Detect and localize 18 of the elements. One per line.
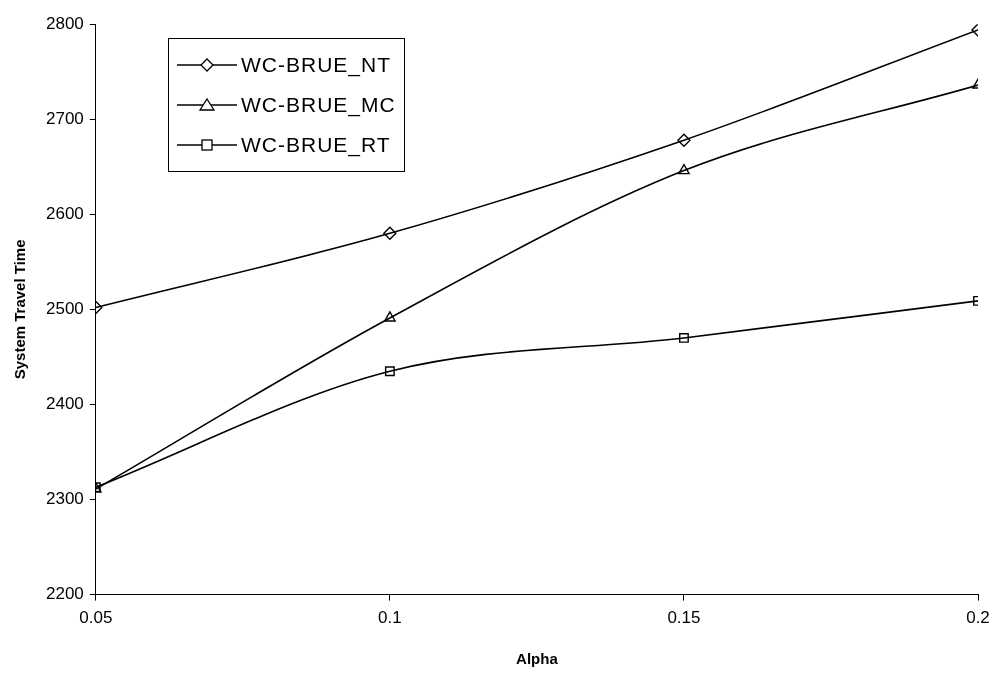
legend-label: WC-BRUE_RT — [241, 133, 391, 157]
legend-label: WC-BRUE_MC — [241, 93, 396, 117]
y-tick-label: 2600 — [45, 204, 84, 224]
y-tick-label: 2800 — [45, 13, 84, 33]
y-axis-title: System Travel Time — [11, 239, 29, 380]
point — [384, 366, 395, 377]
x-tick-label: 0.15 — [667, 608, 701, 628]
point — [679, 332, 689, 343]
y-tick-label: 2700 — [45, 108, 84, 128]
legend-label: WC-BRUE_NT — [241, 53, 391, 77]
y-tick-label: 2500 — [45, 299, 84, 319]
y-tick-label: 2200 — [45, 584, 84, 604]
y-tick-label: 2400 — [45, 394, 84, 414]
x-tick-label: 0.1 — [378, 608, 402, 628]
x-tick-label: 0.2 — [966, 608, 990, 628]
x-tick-label: 0.05 — [79, 608, 113, 628]
y-tick-label: 2300 — [45, 489, 84, 509]
x-axis-title: Alpha — [516, 650, 559, 668]
